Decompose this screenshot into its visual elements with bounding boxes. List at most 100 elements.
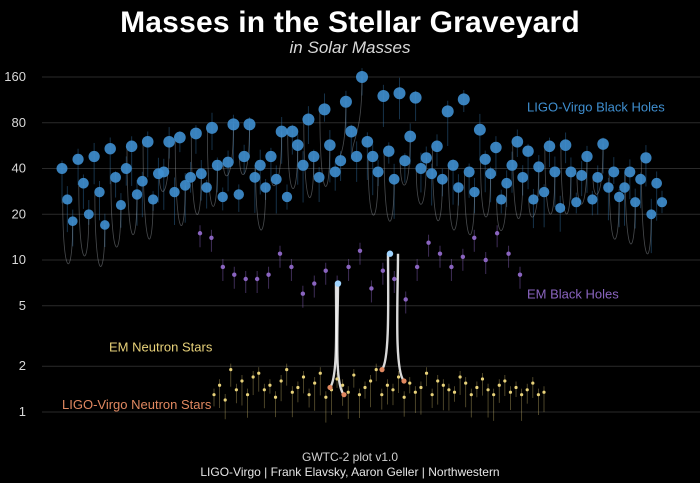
- y-tick-label: 1: [19, 404, 26, 419]
- point-ligo-virgo-bh: [318, 103, 331, 116]
- point-em-ns: [452, 390, 457, 394]
- point-em-ns: [285, 368, 289, 372]
- merger-curve: [303, 119, 315, 198]
- point-ligo-virgo-bh: [399, 155, 411, 167]
- series-label: LIGO-Virgo Black Holes: [527, 99, 665, 114]
- point-ligo-virgo-bh: [72, 153, 84, 165]
- point-ligo-virgo-bh: [656, 197, 668, 208]
- point-em-bh: [449, 264, 454, 270]
- point-em-ns: [262, 388, 266, 392]
- point-em-ns: [514, 385, 518, 390]
- point-em-ns: [385, 383, 389, 387]
- point-em-bh: [392, 276, 397, 282]
- point-ligo-virgo-bh: [533, 161, 545, 173]
- point-ligo-virgo-bh: [227, 118, 240, 131]
- merger-curve: [448, 165, 459, 231]
- point-em-ns: [268, 383, 272, 387]
- point-ligo-virgo-bh: [233, 189, 244, 200]
- point-em-ns: [240, 379, 244, 383]
- point-ligo-virgo-bh: [260, 182, 271, 193]
- point-ligo-virgo-bh: [104, 142, 116, 155]
- series-label: LIGO-Virgo Neutron Stars: [62, 397, 212, 412]
- merger-curve: [464, 171, 475, 236]
- point-em-ns: [217, 383, 222, 387]
- point-ligo-virgo-bh: [469, 186, 480, 198]
- point-ligo-virgo-bh: [624, 166, 636, 178]
- point-em-ns: [419, 385, 423, 390]
- point-ligo-virgo-bh: [308, 150, 320, 163]
- point-em-bh: [517, 272, 523, 277]
- point-em-ns: [257, 371, 261, 375]
- data-points: [56, 71, 668, 402]
- point-em-bh: [437, 251, 443, 256]
- merger-curve: [126, 146, 138, 236]
- point-em-ns: [492, 393, 496, 397]
- merger-curve: [592, 143, 604, 195]
- point-ligo-virgo-bh: [511, 135, 524, 148]
- point-em-ns: [251, 375, 255, 379]
- point-ligo-virgo-bh: [345, 125, 358, 138]
- point-ligo-virgo-bh: [581, 150, 593, 163]
- point-ligo-virgo-bh: [185, 171, 196, 183]
- point-em-ns: [464, 381, 468, 385]
- point-em-ns: [402, 395, 406, 399]
- point-em-bh: [254, 276, 260, 282]
- ns-merger-remnant: [386, 250, 394, 257]
- point-em-ns: [486, 388, 490, 392]
- point-em-ns: [475, 385, 479, 390]
- point-em-bh: [197, 231, 203, 236]
- point-ligo-virgo-bh: [463, 166, 475, 178]
- merger-curve: [367, 156, 379, 216]
- point-ligo-virgo-bh: [206, 121, 218, 134]
- point-em-ns: [313, 381, 317, 385]
- merger-curve: [255, 165, 266, 231]
- point-ligo-virgo-ns: [379, 367, 385, 373]
- point-em-ns: [318, 371, 322, 375]
- point-ligo-virgo-bh: [275, 125, 288, 138]
- point-ligo-virgo-bh: [441, 105, 454, 118]
- point-ligo-virgo-bh: [125, 140, 138, 153]
- y-tick-label: 80: [12, 115, 26, 130]
- point-ligo-virgo-bh: [571, 197, 582, 208]
- chart-subtitle: in Solar Masses: [289, 38, 411, 57]
- point-em-ns: [301, 375, 306, 379]
- point-ligo-virgo-bh: [324, 139, 336, 151]
- point-em-ns: [508, 390, 513, 394]
- point-em-ns: [234, 388, 238, 392]
- point-ligo-virgo-bh: [592, 171, 604, 183]
- merger-curve: [399, 136, 411, 186]
- point-em-ns: [469, 393, 473, 397]
- point-ligo-virgo-bh: [361, 135, 374, 148]
- point-em-bh: [403, 297, 408, 302]
- point-ligo-virgo-bh: [265, 150, 277, 163]
- point-ligo-virgo-bh: [646, 209, 657, 220]
- point-ligo-virgo-bh: [195, 168, 207, 180]
- point-ligo-virgo-bh: [147, 194, 159, 205]
- merger-curve: [239, 124, 250, 175]
- credits-note: LIGO-Virgo | Frank Elavsky, Aaron Geller…: [200, 465, 500, 479]
- point-ligo-virgo-bh: [351, 150, 363, 163]
- merger-curve: [528, 166, 540, 218]
- point-ligo-virgo-bh: [409, 91, 422, 104]
- point-ligo-virgo-bh: [243, 118, 256, 131]
- point-ligo-virgo-bh: [501, 177, 512, 189]
- merger-curve: [206, 127, 218, 207]
- merger-curve: [480, 159, 491, 218]
- point-ligo-virgo-bh: [372, 166, 384, 178]
- point-ligo-virgo-bh: [217, 191, 228, 203]
- point-ligo-virgo-bh: [141, 135, 154, 148]
- point-em-ns: [424, 371, 429, 375]
- point-ligo-virgo-bh: [291, 139, 304, 151]
- point-ligo-virgo-bh: [635, 173, 646, 185]
- point-em-ns: [408, 381, 412, 385]
- point-ligo-virgo-bh: [88, 150, 100, 163]
- merger-curve: [319, 109, 331, 187]
- point-ligo-virgo-bh: [201, 182, 212, 193]
- point-em-ns: [430, 393, 434, 397]
- merger-curve: [223, 124, 234, 177]
- point-em-ns: [441, 383, 445, 387]
- point-em-bh: [380, 268, 386, 273]
- y-tick-label: 2: [19, 358, 26, 373]
